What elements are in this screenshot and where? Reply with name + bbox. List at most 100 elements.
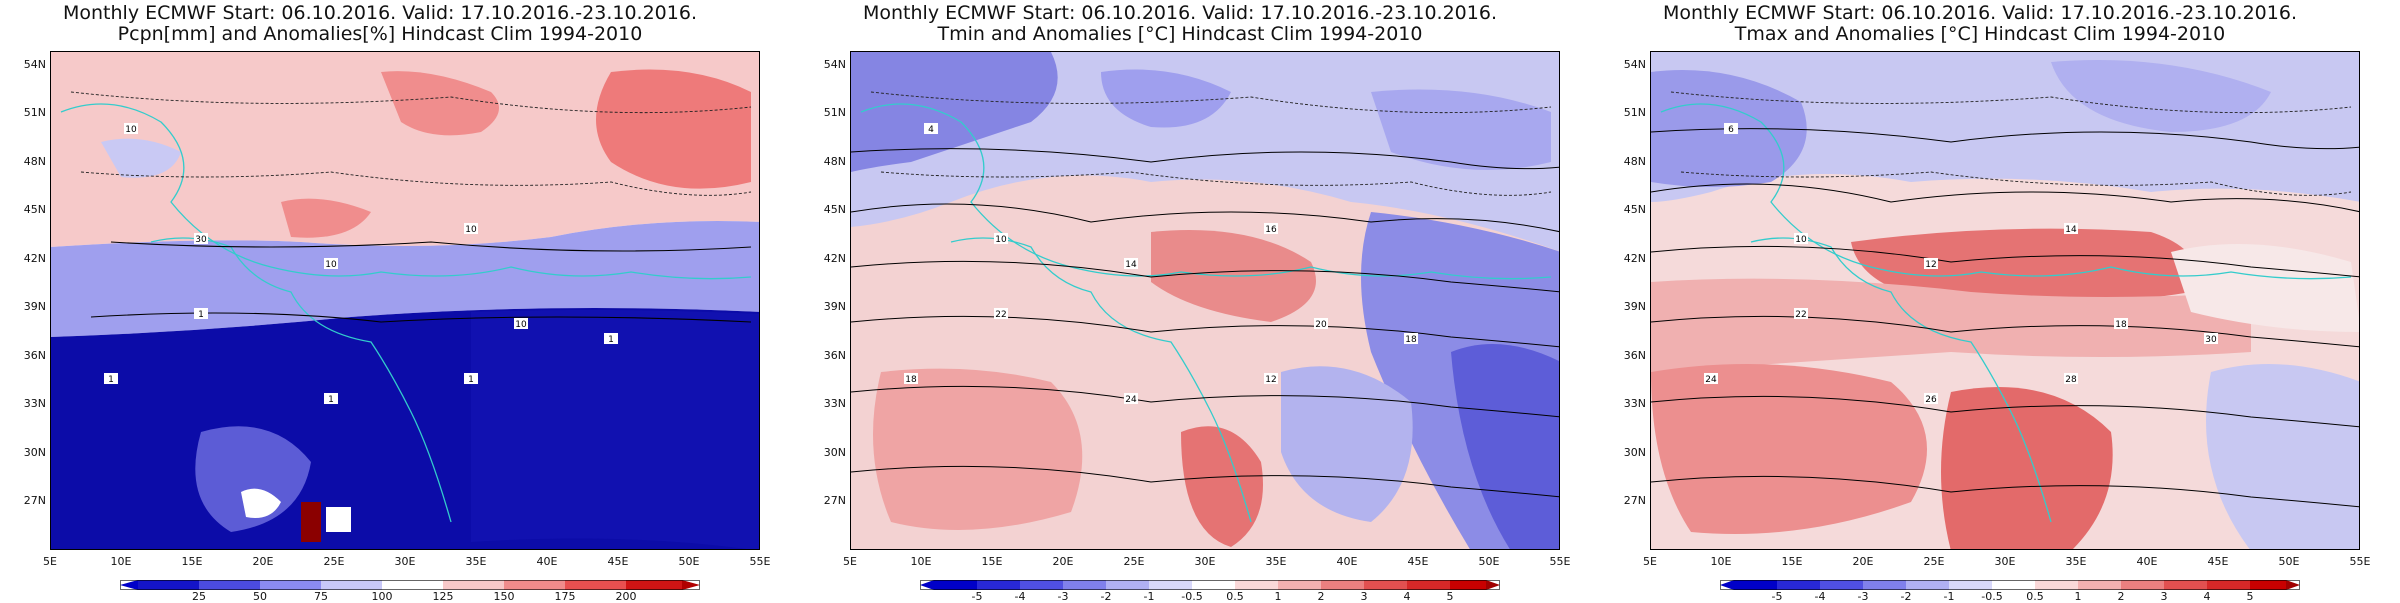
contour-label: 1: [108, 375, 114, 385]
lat-label: 51N: [823, 106, 846, 119]
contour-label-bg: [464, 223, 478, 234]
contour-label-bg: [514, 318, 528, 329]
lon-label: 40E: [536, 555, 558, 568]
lat-label: 27N: [1623, 494, 1646, 507]
colorbar-label: -5: [1771, 590, 1783, 603]
contour-label: 1: [328, 395, 334, 405]
lon-label: 10E: [1710, 555, 1732, 568]
lon-label: 35E: [465, 555, 487, 568]
contour-label-bg: [1264, 373, 1278, 384]
lon-label: 25E: [323, 555, 345, 568]
contour-label-bg: [1924, 258, 1938, 269]
contour-label-bg: [1704, 373, 1718, 384]
lat-label: 36N: [23, 349, 46, 362]
lat-label: 54N: [23, 58, 46, 71]
contour-label: 20: [1315, 320, 1327, 330]
colorbar-label: 1: [2074, 590, 2082, 603]
contour-label: 26: [1925, 395, 1937, 405]
contour-label-bg: [124, 123, 138, 134]
lat-label: 45N: [1623, 203, 1646, 216]
lon-label: 45E: [607, 555, 629, 568]
contour-label: 30: [2205, 335, 2217, 345]
panel-tmin: Monthly ECMWF Start: 06.10.2016. Valid: …: [800, 0, 1600, 603]
panel-subtitle: Tmax and Anomalies [°C] Hindcast Clim 19…: [1734, 23, 2226, 45]
lat-label: 33N: [823, 397, 846, 410]
contour-label-bg: [994, 308, 1008, 319]
contour-label-bg: [2064, 373, 2078, 384]
colorbar-label: -1: [1943, 590, 1955, 603]
colorbar-label: 5: [2246, 590, 2254, 603]
lon-label: 45E: [2207, 555, 2229, 568]
lon-label: 20E: [1052, 555, 1074, 568]
tmax-map: 6 10 12 14 18 22 24 26 28 30: [1650, 51, 2360, 550]
lat-label: 45N: [823, 203, 846, 216]
lon-label: 55E: [2349, 555, 2371, 568]
lon-label: 15E: [981, 555, 1003, 568]
contour-label-bg: [1924, 393, 1938, 404]
lon-label: 10E: [910, 555, 932, 568]
contour-label: 22: [1795, 310, 1806, 320]
lon-label: 20E: [1852, 555, 1874, 568]
lat-label: 54N: [823, 58, 846, 71]
colorbar-label: 0.5: [1226, 590, 1244, 603]
lon-label: 30E: [1994, 555, 2016, 568]
contour-label: 10: [125, 125, 137, 135]
lat-label: 30N: [1623, 446, 1646, 459]
contour-label: 22: [995, 310, 1006, 320]
contour-label-bg: [2064, 223, 2078, 234]
lon-label: 15E: [1781, 555, 1803, 568]
colorbar-label: 150: [493, 590, 515, 603]
lon-label: 50E: [1478, 555, 1500, 568]
contour-label: 10: [1795, 235, 1807, 245]
lon-label: 45E: [1407, 555, 1429, 568]
lat-label: 30N: [823, 446, 846, 459]
lat-label: 48N: [823, 155, 846, 168]
colorbar-label: -0.5: [1181, 590, 1203, 603]
panel-title: Monthly ECMWF Start: 06.10.2016. Valid: …: [63, 2, 697, 24]
lat-label: 54N: [1623, 58, 1646, 71]
contour-label-bg: [1794, 233, 1808, 244]
lon-label: 50E: [678, 555, 700, 568]
colorbar-label: -3: [1857, 590, 1869, 603]
lon-label: 55E: [749, 555, 771, 568]
contour-label: 18: [2115, 320, 2127, 330]
colorbar: [1720, 580, 2300, 590]
lat-label: 36N: [823, 349, 846, 362]
contour-label-bg: [104, 373, 118, 384]
colorbar-label: 50: [253, 590, 267, 603]
contour-label-bg: [1264, 223, 1278, 234]
lon-label: 40E: [1336, 555, 1358, 568]
lon-label: 35E: [1265, 555, 1287, 568]
lat-label: 45N: [23, 203, 46, 216]
colorbar-label: 5: [1446, 590, 1454, 603]
contour-label-bg: [2114, 318, 2128, 329]
contour-label: 10: [325, 260, 337, 270]
lat-label: 39N: [1623, 300, 1646, 313]
contour-label: 30: [195, 235, 207, 245]
contour-label-bg: [904, 373, 918, 384]
lat-label: 39N: [823, 300, 846, 313]
lon-label: 10E: [110, 555, 132, 568]
colorbar-label: -1: [1143, 590, 1155, 603]
contour-label: 10: [515, 320, 527, 330]
colorbar: [120, 580, 700, 590]
lat-label: 48N: [23, 155, 46, 168]
colorbar-label: 1: [1274, 590, 1282, 603]
contour-label: 14: [1125, 260, 1137, 270]
contour-label: 1: [468, 375, 474, 385]
contour-label-bg: [1124, 258, 1138, 269]
lon-label: 5E: [1643, 555, 1657, 568]
lon-label: 30E: [394, 555, 416, 568]
colorbar-label: -2: [1900, 590, 1912, 603]
colorbar-label: 3: [1360, 590, 1368, 603]
lon-label: 15E: [181, 555, 203, 568]
contour-label-bg: [324, 258, 338, 269]
contour-label-bg: [924, 123, 938, 134]
contour-label-bg: [1404, 333, 1418, 344]
lat-label: 33N: [1623, 397, 1646, 410]
colorbar-label: -0.5: [1981, 590, 2003, 603]
lat-label: 36N: [1623, 349, 1646, 362]
lon-label: 25E: [1123, 555, 1145, 568]
colorbar-label: 4: [1403, 590, 1411, 603]
colorbar-label: -5: [971, 590, 983, 603]
